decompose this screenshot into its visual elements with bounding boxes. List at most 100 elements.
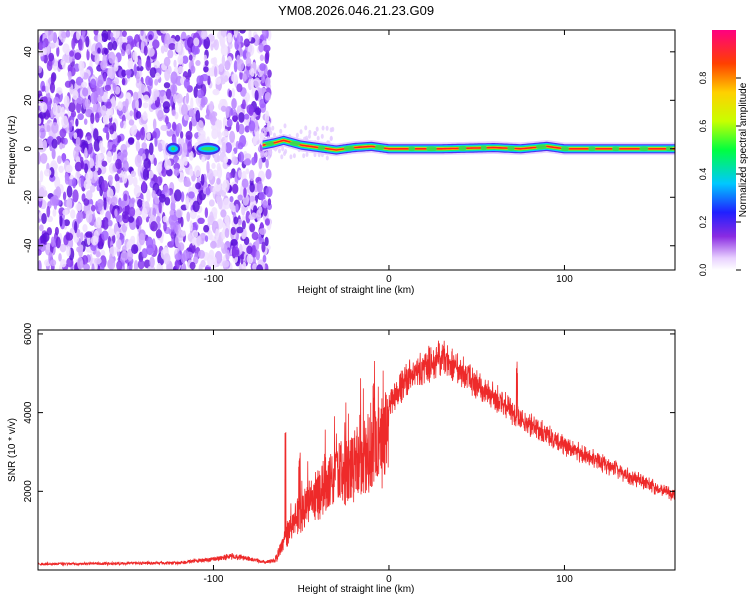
noise-cell: [130, 125, 138, 136]
noise-cell: [133, 259, 139, 270]
noise-cell: [136, 65, 144, 72]
noise-cell: [227, 36, 232, 43]
noise-cell: [191, 238, 196, 246]
band-blip: [265, 141, 275, 147]
noise-cell: [180, 253, 186, 264]
noise-cell: [180, 216, 184, 228]
noise-cell: [237, 218, 243, 225]
noise-cell: [58, 253, 62, 262]
noise-cell: [54, 226, 59, 236]
noise-cell: [183, 78, 190, 89]
noise-cell: [140, 30, 144, 37]
noise-cell: [160, 124, 168, 131]
noise-cell: [115, 231, 120, 240]
noise-cell: [159, 89, 165, 97]
noise-cell: [235, 203, 239, 212]
noise-cell: [128, 216, 135, 223]
noise-cell: [229, 202, 235, 210]
noise-cell: [198, 249, 205, 259]
noise-cell: [216, 162, 221, 172]
noise-cell: [255, 250, 260, 261]
noise-cell: [196, 119, 204, 133]
noise-cell: [139, 127, 146, 141]
noise-cell: [233, 60, 238, 73]
noise-cell: [177, 65, 184, 74]
noise-cell: [148, 170, 154, 179]
band-blip: [665, 146, 673, 152]
noise-cell: [127, 137, 135, 145]
noise-cell: [77, 113, 84, 121]
noise-cell: [250, 77, 255, 90]
noise-cell: [243, 187, 247, 198]
noise-cell: [76, 228, 81, 238]
noise-cell: [151, 131, 157, 139]
noise-cell: [187, 141, 193, 153]
noise-cell: [80, 174, 84, 188]
noise-cell: [130, 170, 137, 178]
noise-cell: [107, 228, 115, 237]
noise-cell: [241, 178, 249, 189]
noise-cell: [248, 120, 256, 132]
noise-cell: [95, 216, 102, 229]
noise-cell: [122, 120, 127, 130]
spectrogram-heatmap: [38, 30, 675, 270]
noise-cell: [279, 128, 283, 134]
noise-cell: [136, 215, 143, 226]
noise-cell: [239, 70, 243, 80]
noise-cell: [108, 176, 113, 186]
noise-cell: [204, 266, 211, 270]
noise-cell: [132, 91, 139, 101]
noise-cell: [62, 191, 67, 201]
noise-cell: [43, 168, 52, 177]
noise-cell: [304, 125, 308, 131]
noise-cell: [253, 34, 260, 47]
noise-cell: [203, 224, 210, 233]
noise-cell: [135, 209, 139, 218]
noise-cell: [259, 54, 265, 62]
noise-cell: [233, 30, 239, 38]
noise-cell: [115, 214, 123, 223]
x-tick-label: 0: [386, 274, 392, 285]
noise-cell: [157, 109, 164, 122]
noise-cell: [48, 52, 55, 62]
noise-cell: [253, 119, 259, 132]
noise-cell: [98, 87, 104, 97]
noise-cell: [40, 153, 48, 164]
noise-cell: [163, 253, 171, 265]
noise-cell: [121, 30, 127, 37]
noise-cell: [231, 97, 237, 110]
noise-cell: [245, 210, 251, 224]
noise-cell: [262, 126, 266, 132]
noise-cell: [70, 110, 77, 118]
noise-cell: [256, 181, 263, 193]
y-tick-label: 40: [23, 46, 34, 58]
band-blip: [507, 145, 515, 151]
noise-cell: [141, 248, 148, 259]
noise-cell: [104, 84, 112, 92]
noise-cell: [101, 160, 108, 167]
noise-cell: [174, 34, 181, 42]
noise-cell: [134, 154, 142, 168]
noise-cell: [156, 215, 161, 224]
noise-cell: [121, 101, 129, 113]
noise-cell: [47, 30, 54, 42]
noise-cell: [61, 115, 69, 129]
band-blip: [535, 144, 547, 150]
noise-cell: [207, 254, 214, 267]
noise-cell: [38, 151, 41, 165]
noise-cell: [200, 97, 206, 108]
noise-cell: [94, 164, 99, 172]
noise-cell: [163, 184, 169, 194]
noise-cell: [38, 138, 44, 151]
noise-cell: [128, 119, 135, 126]
noise-cell: [120, 251, 129, 261]
noise-cell: [127, 238, 136, 247]
noise-cell: [188, 150, 194, 161]
noise-cell: [196, 235, 202, 246]
snr-frame: [37, 329, 676, 571]
noise-cell: [220, 209, 227, 218]
noise-cell: [264, 152, 268, 158]
noise-cell: [177, 54, 184, 65]
noise-cell: [141, 207, 148, 220]
